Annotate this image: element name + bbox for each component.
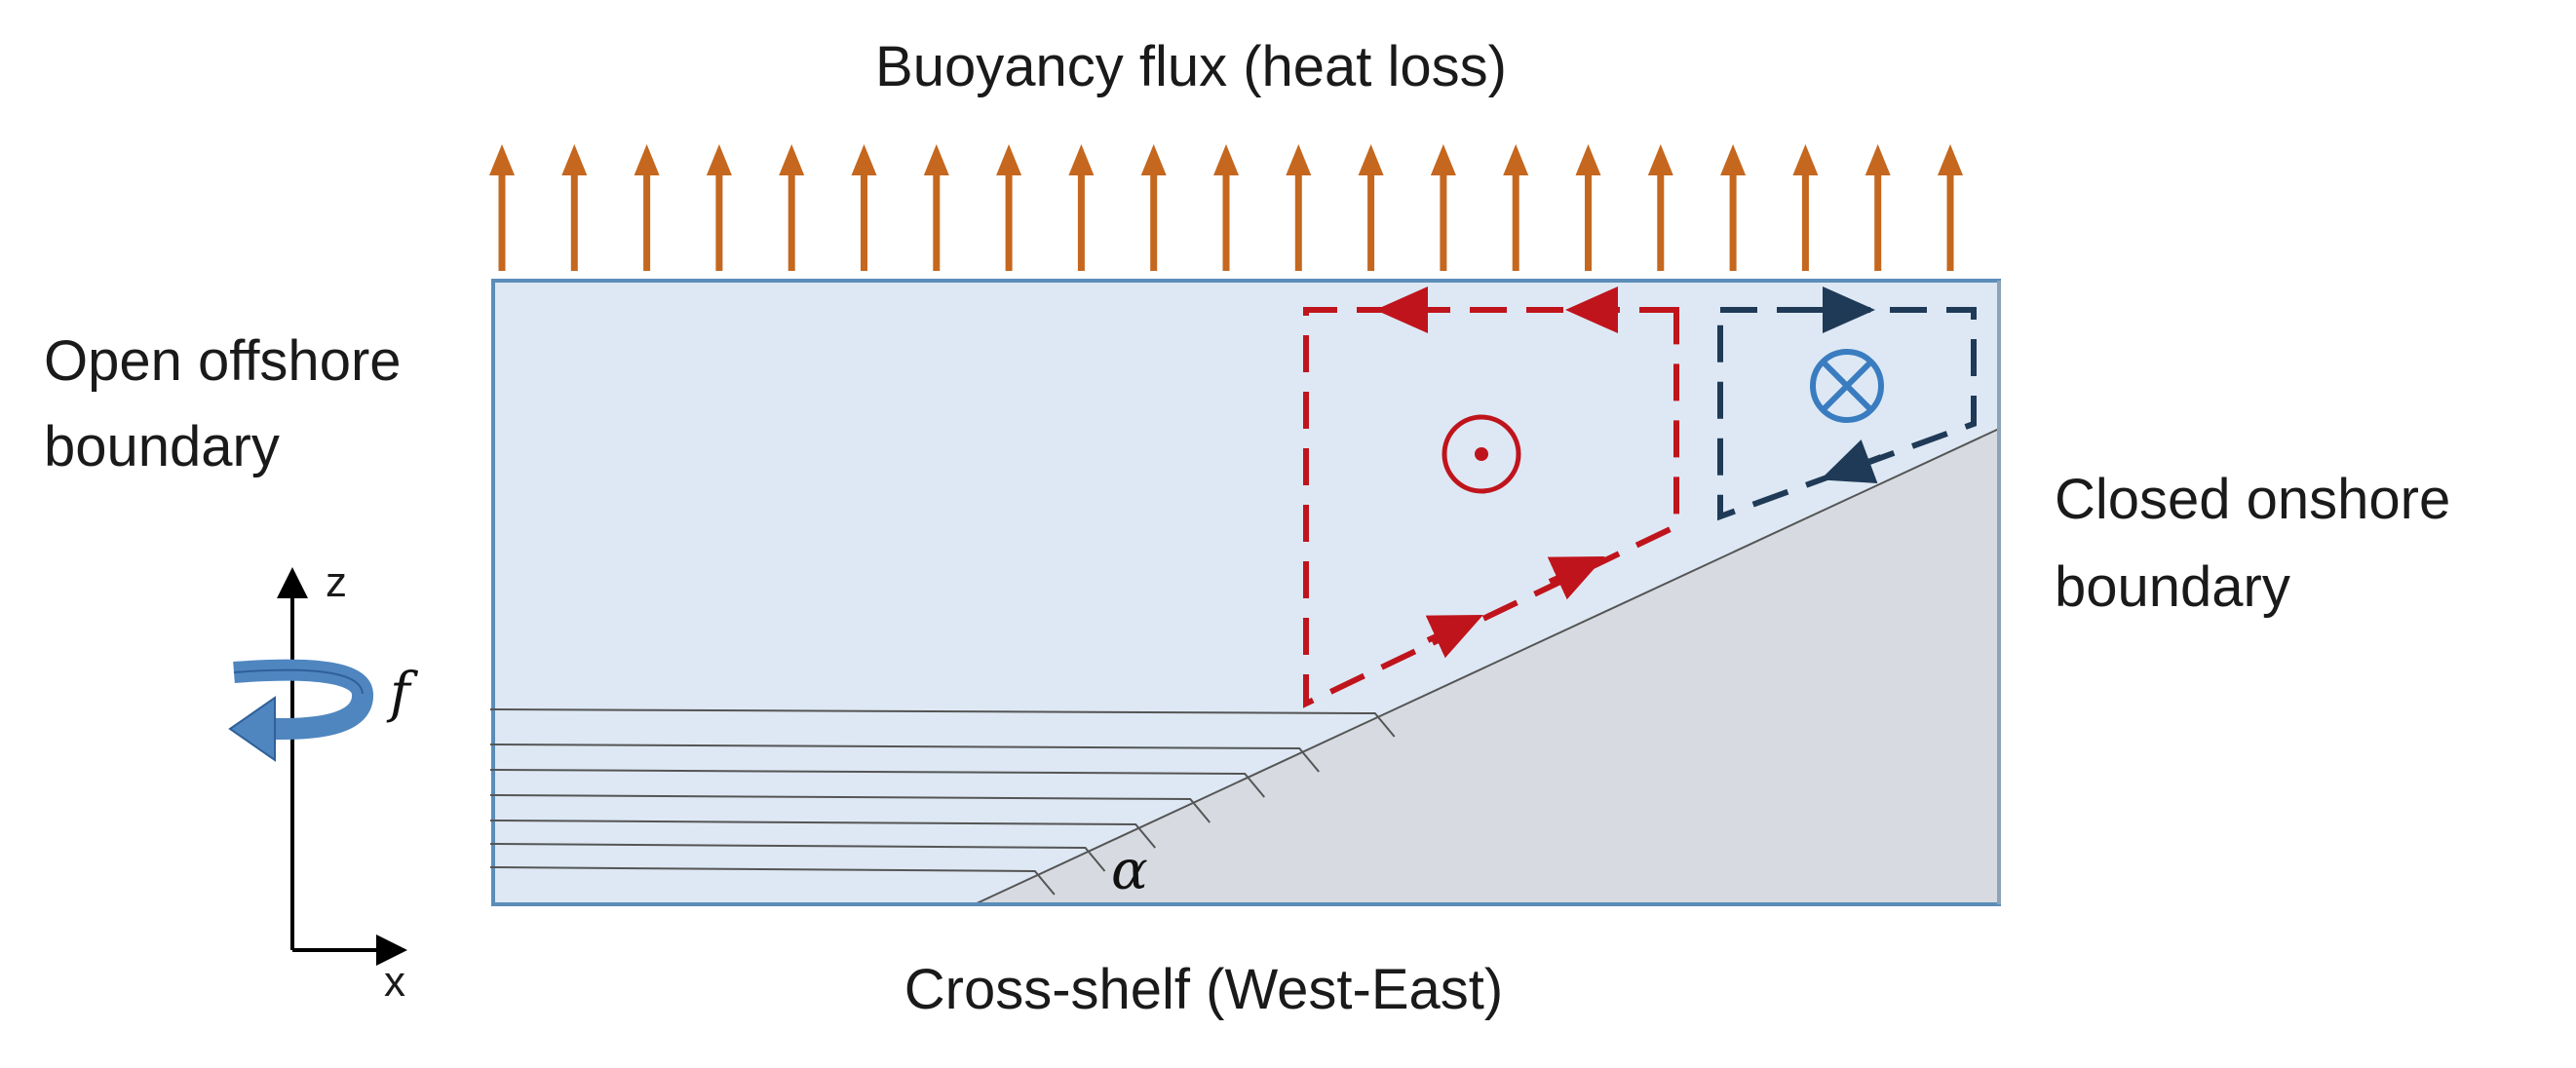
flux-arrow-head	[706, 144, 732, 175]
right-boundary-label-line2: boundary	[2055, 555, 2290, 619]
flux-arrow-head	[1286, 144, 1312, 175]
flux-arrow-head	[1865, 144, 1891, 175]
flux-arrow-head	[996, 144, 1022, 175]
flux-arrow-head	[1647, 144, 1673, 175]
isopycnal-line	[489, 820, 1156, 849]
red-circulation-cell	[1303, 307, 1679, 708]
circle-dot-icon	[1442, 414, 1521, 494]
right-boundary-label-line1: Closed onshore	[2055, 468, 2450, 531]
flux-arrow-head	[489, 144, 515, 175]
isopycnal-line	[489, 708, 1396, 738]
flux-arrow-head	[1938, 144, 1963, 175]
flux-arrow-head	[1358, 144, 1384, 175]
flux-arrow-head	[1792, 144, 1819, 175]
flux-arrow-head	[1140, 144, 1167, 175]
circle-cross-icon	[1810, 349, 1884, 423]
dark-circulation-cell	[1717, 307, 1977, 521]
flux-arrow-head	[561, 144, 588, 175]
isopycnal-line	[489, 794, 1211, 823]
flux-arrow-head	[1430, 144, 1456, 175]
flux-arrow-head	[851, 144, 877, 175]
slope-angle-label: α	[1111, 839, 1148, 902]
title-label: Buoyancy flux (heat loss)	[875, 35, 1507, 98]
cross-shelf-label: Cross-shelf (West-East)	[904, 958, 1503, 1021]
isopycnal-line	[489, 769, 1265, 798]
dark-cell-arrows	[1813, 286, 1883, 483]
flux-arrow-head	[779, 144, 805, 175]
curved-rotation-arrow-icon	[228, 659, 373, 762]
axis-x-label: x	[384, 958, 405, 1006]
rotation-f-label: f	[386, 662, 419, 725]
isopycnal-lines	[489, 708, 1396, 896]
buoyancy-flux-arrows	[489, 144, 1963, 271]
flux-arrow-head	[1213, 144, 1239, 175]
flux-arrow-head	[1068, 144, 1095, 175]
flux-arrow-head	[923, 144, 949, 175]
coordinate-axes	[277, 567, 407, 966]
isopycnal-line	[489, 744, 1320, 773]
isopycnal-line	[489, 866, 1056, 896]
flux-arrow-head	[1720, 144, 1747, 175]
left-boundary-label-line1: Open offshore	[44, 329, 402, 393]
axis-z-label: z	[326, 558, 347, 606]
flux-arrow-head	[634, 144, 660, 175]
isopycnal-line	[489, 843, 1106, 872]
red-cell-arrows	[1375, 286, 1618, 659]
flux-arrow-head	[1575, 144, 1601, 175]
slope-line	[974, 428, 2000, 905]
left-boundary-label-line2: boundary	[44, 415, 280, 478]
flux-arrow-head	[1503, 144, 1529, 175]
